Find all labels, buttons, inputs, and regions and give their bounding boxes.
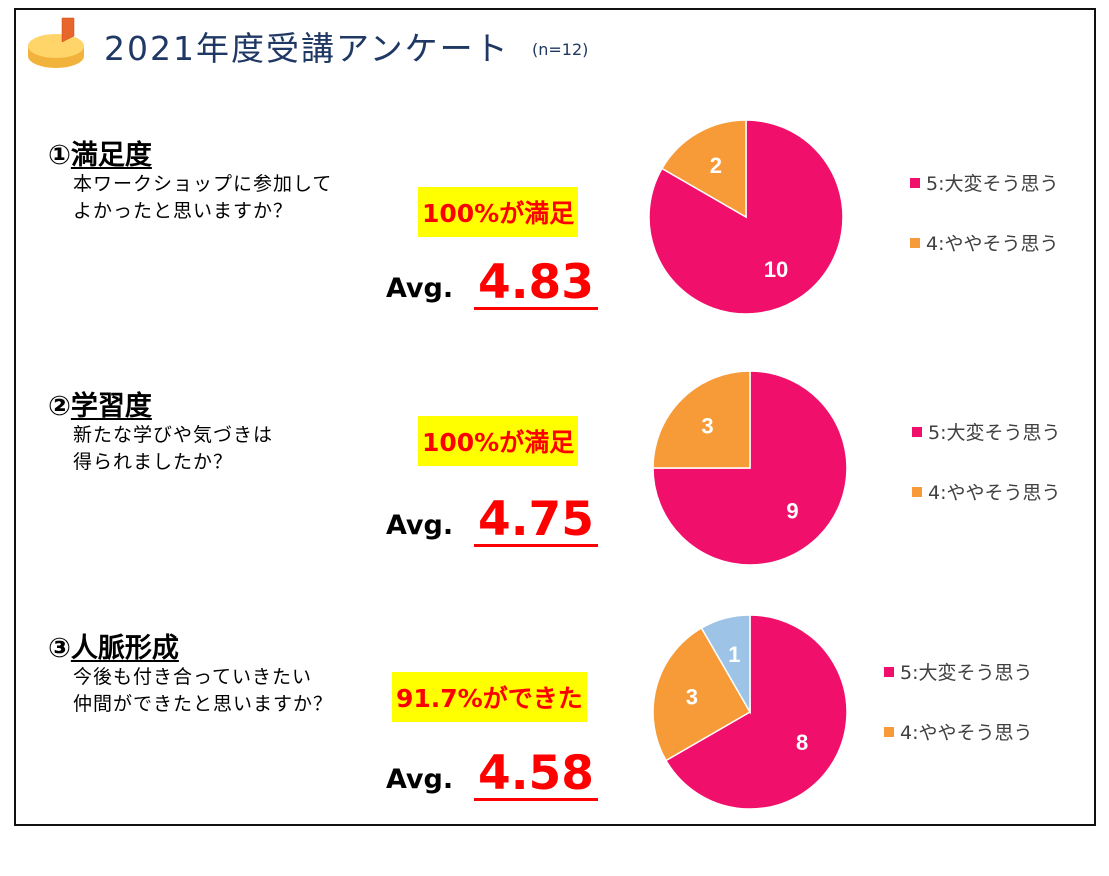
page-title: 2021年度受講アンケート xyxy=(104,29,510,68)
sample-size: (n=12) xyxy=(532,40,589,59)
question-title: ③人脈形成 xyxy=(48,626,179,665)
data-label: 3 xyxy=(686,684,698,709)
chart-legend: 5:大変そう思う 4:ややそう思う xyxy=(912,418,1061,538)
legend-item: 5:大変そう思う xyxy=(910,169,1059,197)
legend-label: 5:大変そう思う xyxy=(928,422,1061,444)
pie-slice xyxy=(652,626,752,762)
data-label: 10 xyxy=(764,257,788,282)
pie-chart-satisfaction: 10 2 xyxy=(648,119,844,315)
data-label: 8 xyxy=(796,730,808,755)
result-highlight: 100%が満足 xyxy=(418,187,579,237)
legend-item: 5:大変そう思う xyxy=(912,418,1061,446)
pie-slice xyxy=(700,614,751,715)
question-text: 今後も付き合っていきたい 仲間ができたと思いますか？ xyxy=(73,664,333,718)
legend-label: 5:大変そう思う xyxy=(926,173,1059,195)
data-label: 2 xyxy=(710,153,722,178)
legend-label: 4:ややそう思う xyxy=(900,722,1033,744)
question-text: 新たな学びや気づきは 得られましたか？ xyxy=(73,422,273,476)
legend-label: 5:大変そう思う xyxy=(900,662,1033,684)
slide-frame xyxy=(14,8,1096,826)
result-highlight: 100%が満足 xyxy=(418,416,579,466)
average-label: Avg. xyxy=(386,273,454,304)
question-heading: 満足度 xyxy=(70,140,152,171)
average-value: 4.75 xyxy=(474,496,598,547)
legend-swatch xyxy=(910,237,920,248)
legend-swatch xyxy=(912,486,922,497)
question-title: ②学習度 xyxy=(48,384,152,423)
section-satisfaction: ①満足度 本ワークショップに参加して よかったと思いますか？ 100%が満足 A… xyxy=(0,119,1109,383)
average-value: 4.58 xyxy=(474,750,598,801)
legend-label: 4:ややそう思う xyxy=(926,233,1059,255)
legend-swatch xyxy=(912,426,922,437)
legend-item: 4:ややそう思う xyxy=(884,718,1033,746)
pie-chart-networking: 8 3 1 xyxy=(652,614,848,810)
section-networking: ③人脈形成 今後も付き合っていきたい 仲間ができたと思いますか？ 91.7%がで… xyxy=(0,614,1109,876)
data-label: 1 xyxy=(728,642,740,667)
pie-logo-icon xyxy=(28,17,84,68)
pie-slice xyxy=(660,119,747,219)
question-number: ③ xyxy=(48,633,71,664)
question-number: ① xyxy=(48,140,71,171)
legend-swatch xyxy=(884,666,894,677)
data-label: 9 xyxy=(786,499,798,524)
legend-item: 5:大変そう思う xyxy=(884,658,1033,686)
pie-slice xyxy=(652,370,751,469)
legend-item: 4:ややそう思う xyxy=(912,478,1061,506)
question-line-1: 新たな学びや気づきは xyxy=(73,424,274,446)
data-label: 3 xyxy=(701,413,713,438)
chart-legend: 5:大変そう思う 4:ややそう思う xyxy=(910,169,1059,289)
question-line-2: 仲間ができたと思いますか？ xyxy=(73,693,334,715)
legend-label: 4:ややそう思う xyxy=(928,482,1061,504)
legend-swatch xyxy=(910,177,920,188)
question-line-1: 今後も付き合っていきたい xyxy=(73,666,313,688)
question-number: ② xyxy=(48,391,71,422)
legend-item: 4:ややそう思う xyxy=(910,229,1059,257)
question-title: ①満足度 xyxy=(48,133,152,172)
pie-slice xyxy=(652,370,848,566)
pie-slice xyxy=(664,614,848,810)
chart-legend: 5:大変そう思う 4:ややそう思う xyxy=(884,658,1033,778)
pie-chart-learning: 93 xyxy=(652,370,848,566)
average-label: Avg. xyxy=(386,764,454,795)
average-value: 4.83 xyxy=(474,259,598,310)
question-heading: 人脈形成 xyxy=(70,633,179,664)
question-text: 本ワークショップに参加して よかったと思いますか？ xyxy=(73,171,332,225)
question-heading: 学習度 xyxy=(70,391,152,422)
question-line-2: よかったと思いますか？ xyxy=(73,200,294,222)
result-highlight: 91.7%ができた xyxy=(392,672,587,722)
question-line-2: 得られましたか？ xyxy=(73,451,234,473)
section-learning: ②学習度 新たな学びや気づきは 得られましたか？ 100%が満足 Avg. 4.… xyxy=(0,370,1109,634)
average-label: Avg. xyxy=(386,510,454,541)
question-line-1: 本ワークショップに参加して xyxy=(73,173,333,195)
legend-swatch xyxy=(884,726,894,737)
